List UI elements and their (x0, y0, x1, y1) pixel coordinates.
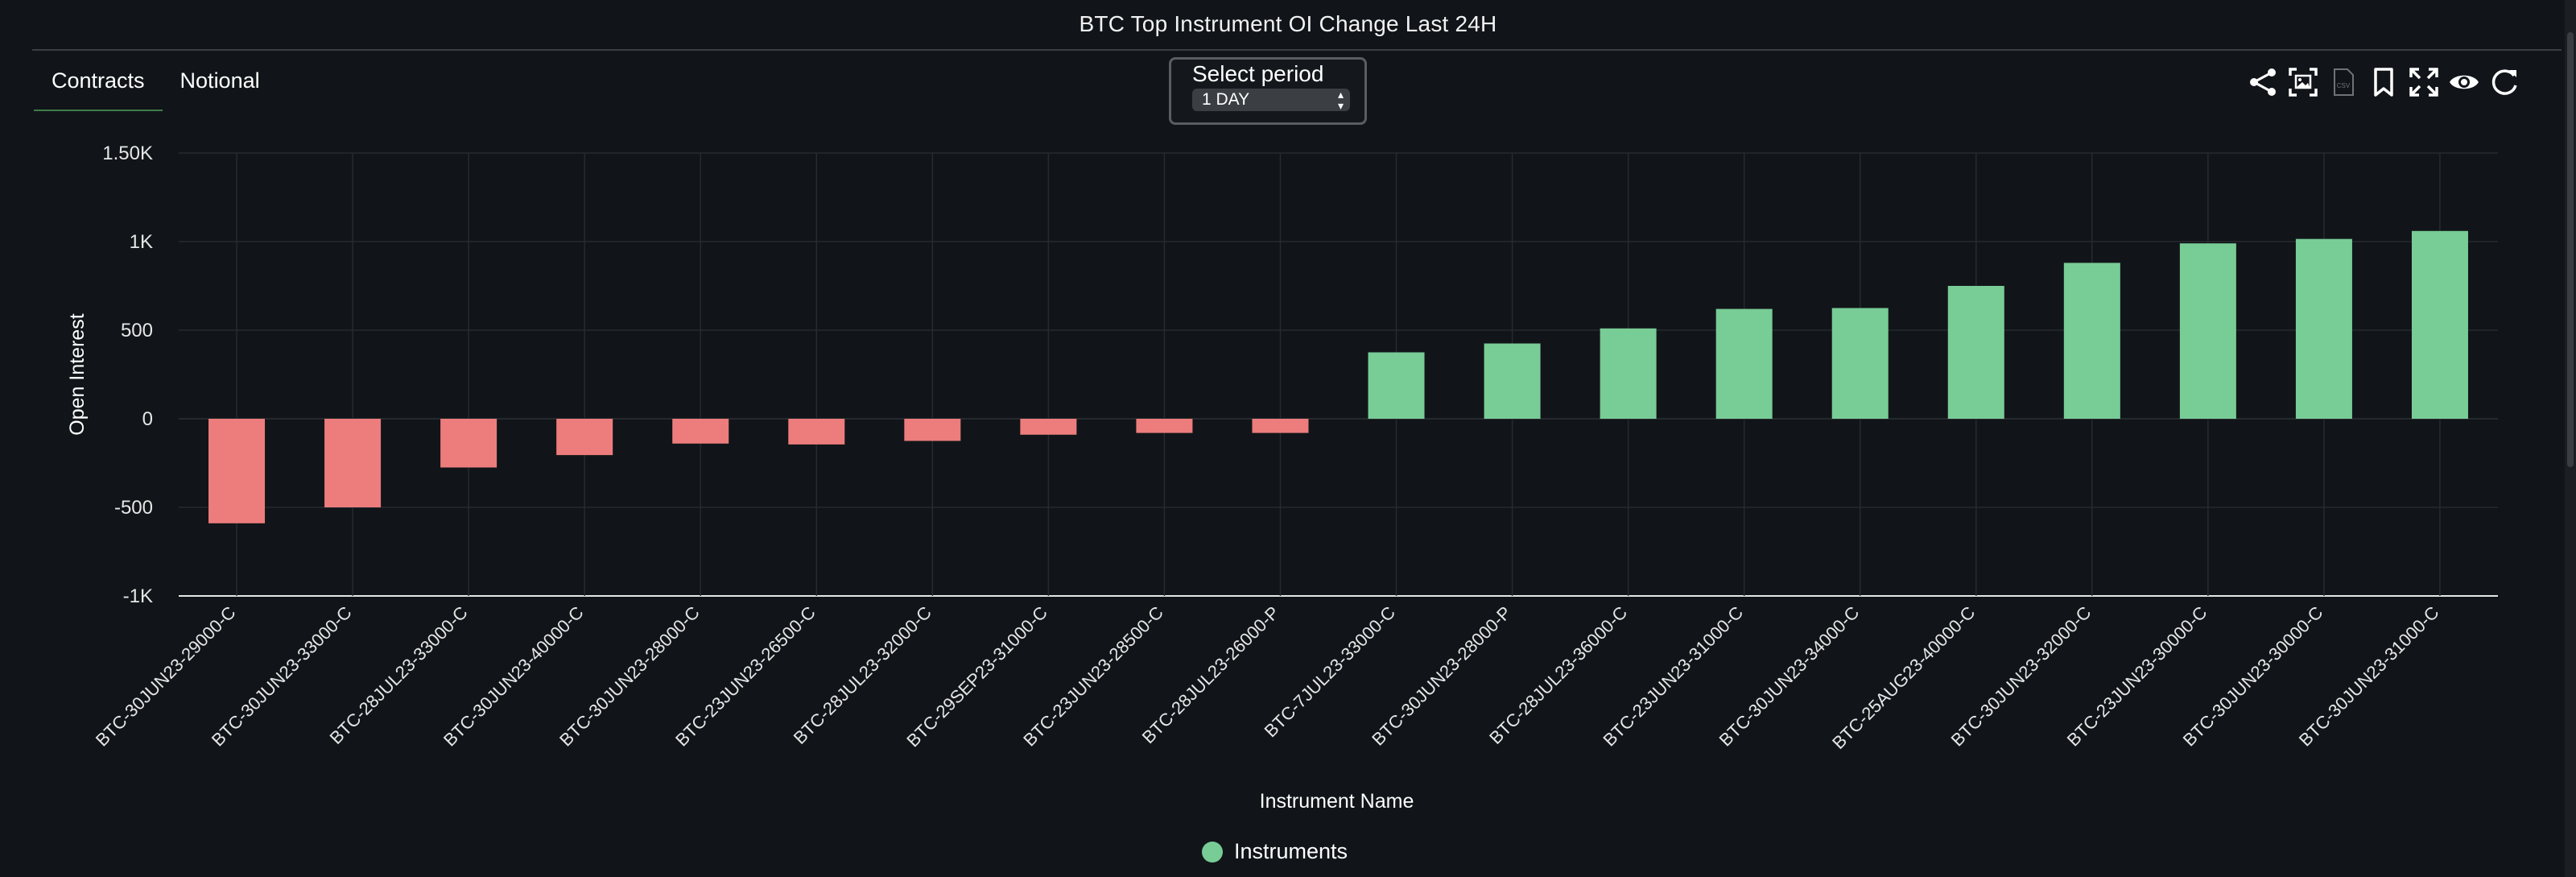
bar[interactable] (1947, 286, 2004, 419)
y-tick-label: 1.50K (102, 143, 153, 164)
csv-icon[interactable]: CSV (2325, 64, 2362, 101)
y-tick-label: 500 (121, 320, 153, 341)
legend-item-instruments[interactable]: Instruments (1202, 839, 1348, 864)
bar[interactable] (208, 419, 266, 523)
legend-label: Instruments (1234, 839, 1348, 863)
y-axis: -1K -500 0 500 1K 1.50K (102, 143, 153, 607)
share-icon[interactable] (2244, 64, 2281, 101)
bookmark-icon[interactable] (2365, 64, 2402, 101)
y-axis-title: Open Interest (66, 313, 89, 436)
chevron-up-down-icon: ▴ ▾ (1337, 88, 1344, 112)
y-tick-label: -500 (114, 497, 153, 519)
y-tick-label: 1K (130, 231, 153, 253)
legend-marker (1202, 841, 1223, 863)
fullscreen-icon[interactable] (2405, 64, 2442, 101)
bar[interactable] (1831, 308, 1889, 420)
bar[interactable] (1368, 352, 1425, 420)
y-tick-label: -1K (123, 585, 153, 607)
bars (208, 230, 2468, 523)
bar[interactable] (788, 419, 845, 445)
bar[interactable] (2295, 238, 2352, 419)
bar[interactable] (2411, 230, 2468, 419)
x-axis: BTC-30JUN23-29000-CBTC-30JUN23-33000-CBT… (92, 602, 2443, 753)
refresh-icon[interactable] (2486, 64, 2523, 101)
bar[interactable] (2063, 263, 2120, 419)
bar[interactable] (556, 419, 613, 456)
x-tick-label: BTC-7JUL23-33000-C (1261, 602, 1400, 742)
bar[interactable] (324, 419, 382, 507)
title-divider (32, 49, 2562, 51)
period-label: Select period (1192, 61, 1324, 86)
bar[interactable] (672, 419, 729, 444)
bar[interactable] (1715, 308, 1773, 419)
bar[interactable] (440, 419, 497, 468)
bar[interactable] (1600, 328, 1657, 419)
bar[interactable] (1020, 419, 1077, 435)
bar[interactable] (1484, 343, 1541, 420)
bar[interactable] (2179, 243, 2236, 419)
tab-notional[interactable]: Notional (180, 68, 260, 93)
period-selector: Select period 1 DAY ▴ ▾ (1169, 57, 1367, 125)
bar[interactable] (904, 419, 961, 441)
chart-toolbar: CSV (2244, 63, 2523, 101)
tab-contracts[interactable]: Contracts (34, 58, 163, 111)
y-tick-label: 0 (142, 408, 153, 430)
csv-icon-text: CSV (2337, 82, 2351, 89)
bar[interactable] (1136, 419, 1193, 433)
period-select[interactable]: 1 DAY ▴ ▾ (1192, 89, 1350, 111)
metric-tabs: Contracts Notional (34, 58, 278, 111)
screenshot-icon[interactable] (2285, 64, 2322, 101)
period-selected-value: 1 DAY (1202, 90, 1250, 109)
x-axis-title: Instrument Name (1260, 790, 1414, 813)
chart-grid (179, 152, 2498, 597)
scrollbar-thumb[interactable] (2567, 32, 2574, 467)
chart-title: BTC Top Instrument OI Change Last 24H (1079, 11, 1497, 36)
eye-icon[interactable] (2446, 64, 2483, 101)
bar[interactable] (1252, 419, 1309, 433)
